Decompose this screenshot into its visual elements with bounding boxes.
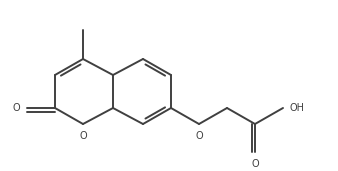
Text: O: O <box>251 159 259 169</box>
Text: O: O <box>13 103 20 113</box>
Text: OH: OH <box>290 103 305 113</box>
Text: O: O <box>79 131 87 141</box>
Text: O: O <box>195 131 203 141</box>
